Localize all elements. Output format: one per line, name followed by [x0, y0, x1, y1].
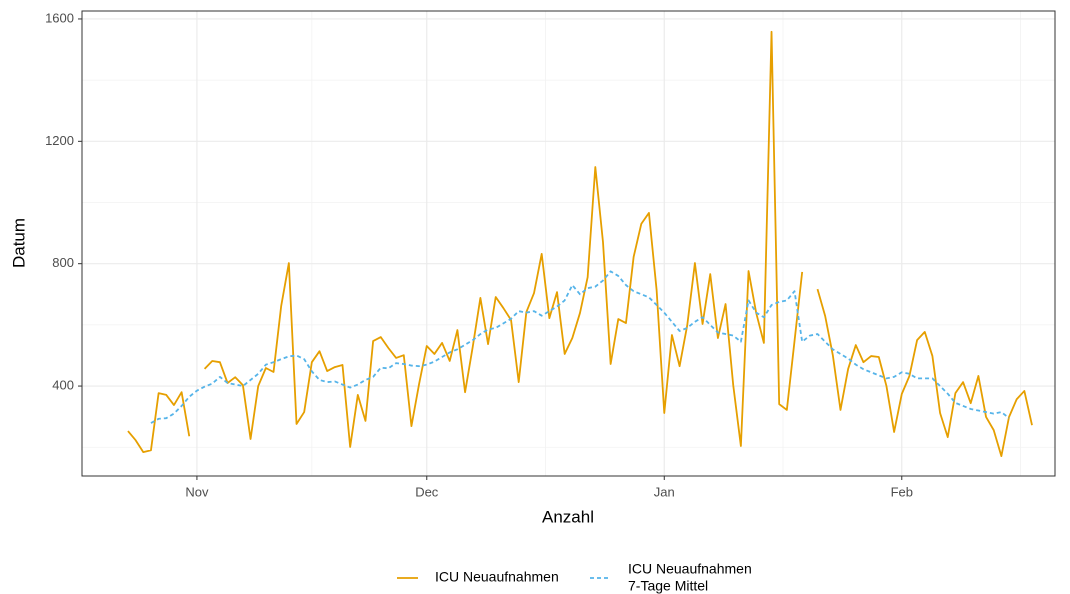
x-tick-label: Dec [415, 484, 439, 499]
y-axis-title: Datum [9, 218, 28, 268]
x-tick-label: Nov [185, 484, 209, 499]
legend-label: ICU Neuaufnahmen [435, 569, 559, 585]
y-tick-label: 1200 [45, 133, 74, 148]
y-tick-label: 400 [52, 377, 74, 392]
x-tick-label: Jan [654, 484, 675, 499]
y-tick-label: 1600 [45, 10, 74, 25]
lines [127, 30, 1033, 458]
legend-label: ICU Neuaufnahmen 7-Tage Mittel [628, 560, 752, 593]
series-line [150, 270, 1010, 424]
panel-border [81, 10, 1056, 477]
series-line [127, 30, 1033, 458]
x-tick-label: Feb [891, 484, 913, 499]
grid [81, 11, 1055, 476]
x-axis-title: Anzahl [542, 507, 594, 526]
plot-panel [82, 11, 1055, 476]
y-tick-label: 800 [52, 255, 74, 270]
